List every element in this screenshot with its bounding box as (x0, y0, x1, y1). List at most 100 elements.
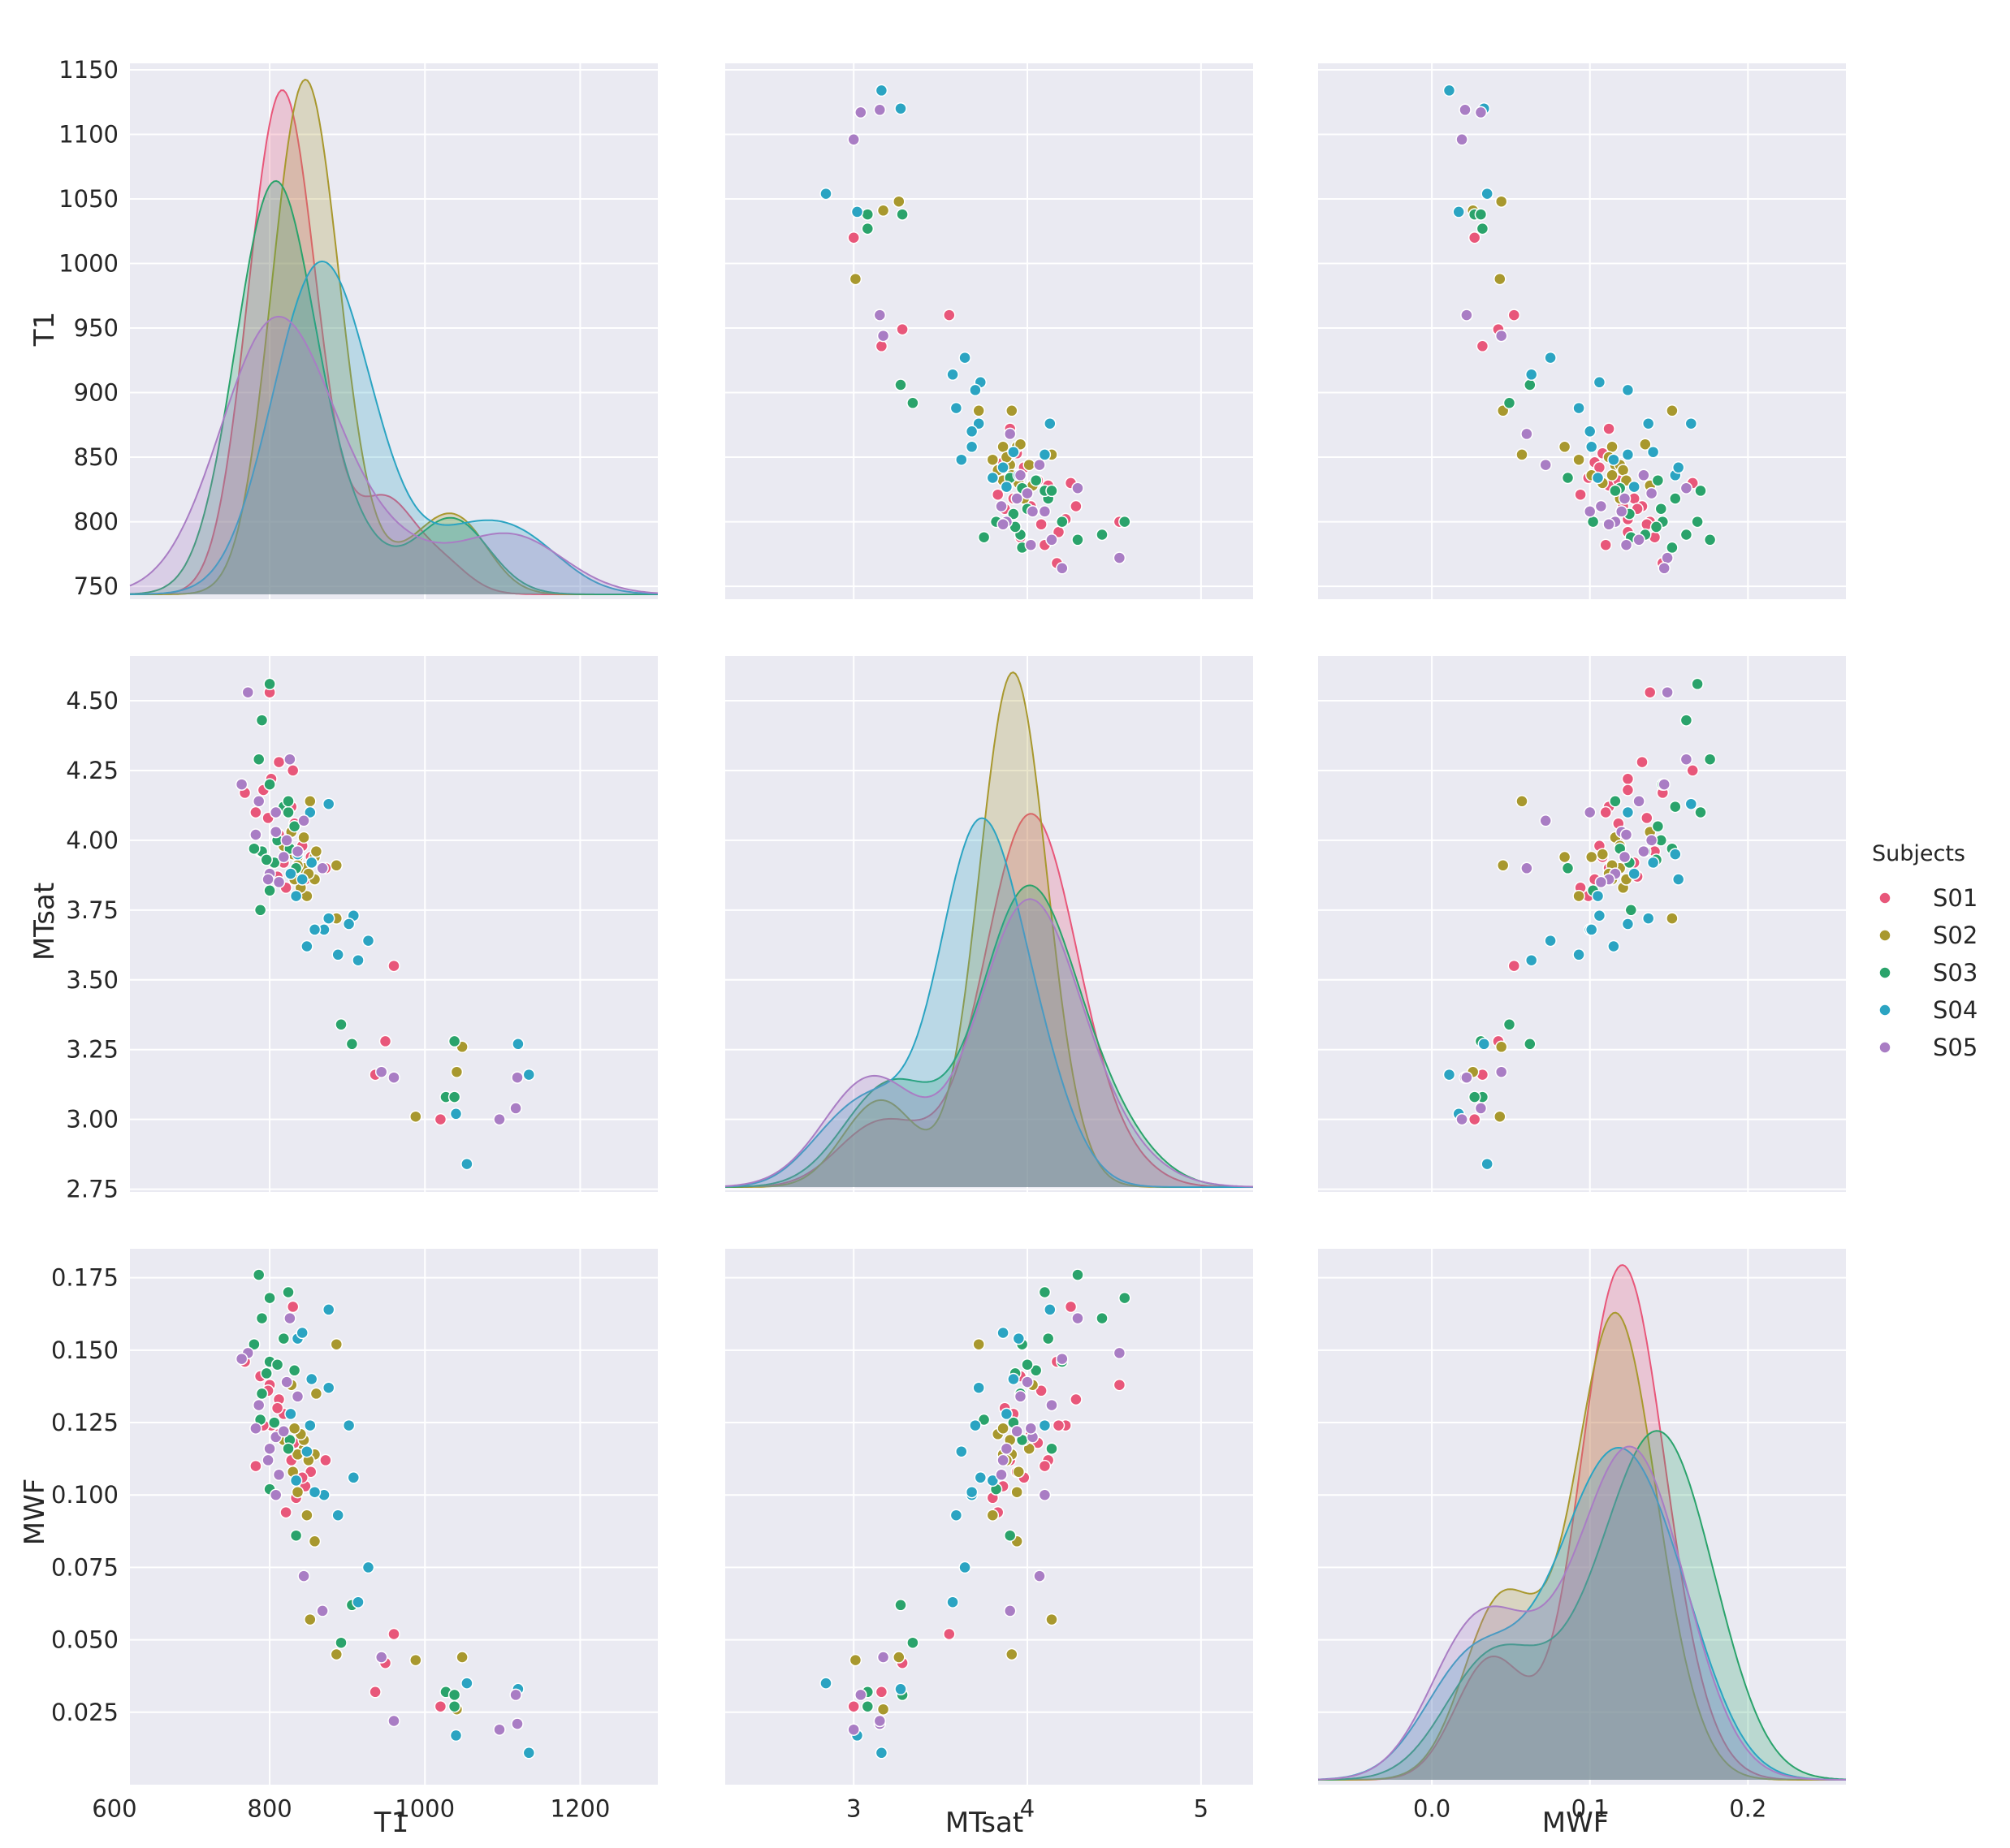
scatter-point-s04 (949, 1509, 963, 1522)
scatter-point-s03 (1524, 1038, 1537, 1051)
scatter-point-s05 (1038, 1488, 1052, 1501)
scatter-point-s05 (509, 1688, 522, 1702)
scatter-point-s04 (1044, 417, 1057, 430)
scatter-point-s03 (253, 904, 267, 917)
scatter-point-s01 (249, 1459, 262, 1473)
scatter-point-s05 (316, 1604, 329, 1617)
scatter-point-s04 (1442, 1068, 1456, 1082)
scatter-point-s01 (369, 1686, 382, 1699)
kde-fill-s03-mtsat (725, 885, 1253, 1187)
scatter-point-s01 (1070, 499, 1083, 513)
scatter-point-s05 (277, 850, 291, 864)
scatter-point-s05 (1021, 486, 1034, 500)
scatter-point-s05 (1003, 1604, 1017, 1617)
scatter-point-s03 (335, 1636, 348, 1649)
scatter-point-s05 (272, 1468, 286, 1482)
x-tick-label-t1: 800 (247, 1795, 292, 1823)
scatter-point-s05 (1026, 505, 1040, 518)
scatter-point-s02 (1558, 440, 1571, 454)
axis-labels: T1 MTsat MWF T1 MTsat MWF (19, 312, 1609, 1839)
legend-title: Subjects (1872, 841, 1965, 866)
scatter-point-s01 (1113, 1378, 1126, 1392)
kde-line-s01-mtsat (725, 813, 1253, 1188)
legend-marker-s04 (1878, 1004, 1891, 1017)
x-tick-label-mwf: 0.2 (1729, 1795, 1766, 1823)
scatter-point-s04 (1524, 953, 1538, 967)
scatter-point-s05 (252, 795, 266, 808)
scatter-point-s04 (460, 1157, 473, 1171)
scatter-point-s03 (1021, 1358, 1034, 1371)
scatter-point-s03 (896, 208, 909, 221)
scatter-point-s03 (345, 1038, 359, 1051)
scatter-point-s03 (255, 1311, 269, 1325)
scatter-point-s04 (1584, 440, 1598, 454)
scatter-point-s03 (282, 795, 295, 808)
scatter-point-s03 (287, 819, 301, 833)
scatter-point-s03 (894, 1599, 907, 1612)
scatter-point-s02 (986, 453, 1000, 466)
scatter-point-s03 (289, 1529, 303, 1542)
scatter-point-s05 (1024, 1422, 1038, 1435)
kde-line-s02-mwf (1318, 1311, 1846, 1781)
scatter-point-s04 (1646, 856, 1660, 870)
scatter-point-s04 (1044, 1303, 1057, 1316)
panel-mwf-vs-t1-background (130, 1249, 658, 1785)
y-axis-label-t1: T1 (28, 312, 61, 347)
scatter-point-s03 (1624, 904, 1638, 917)
scatter-point-s02 (996, 440, 1009, 454)
scatter-point-s02 (1012, 1465, 1026, 1479)
scatter-point-s04 (972, 1381, 985, 1394)
scatter-point-s05 (387, 1714, 400, 1728)
scatter-point-s04 (342, 918, 356, 930)
scatter-point-s03 (1561, 471, 1575, 485)
y-axis-label-mtsat: MTsat (28, 883, 61, 961)
scatter-point-s04 (965, 425, 979, 438)
y-tick-label-t1: 850 (74, 443, 119, 471)
scatter-point-s05 (387, 1071, 400, 1084)
scatter-point-s04 (1572, 948, 1585, 961)
scatter-point-s03 (287, 1364, 301, 1377)
scatter-point-s04 (1641, 417, 1655, 430)
scatter-point-s02 (409, 1653, 422, 1667)
scatter-point-s02 (308, 1535, 322, 1548)
scatter-point-s02 (456, 1651, 469, 1664)
scatter-point-s03 (282, 1285, 295, 1299)
scatter-point-s05 (1113, 551, 1126, 564)
legend-marker-s05 (1878, 1041, 1891, 1054)
scatter-point-s05 (1539, 814, 1552, 827)
scatter-point-s03 (1669, 492, 1682, 505)
scatter-point-s01 (270, 1401, 284, 1414)
scatter-point-s02 (309, 1387, 323, 1401)
scatter-point-s03 (1502, 1018, 1516, 1031)
scatter-point-s03 (1096, 528, 1109, 542)
y-tick-label-mtsat: 3.75 (66, 896, 119, 924)
scatter-point-s05 (1459, 103, 1472, 117)
scatter-point-s01 (387, 1627, 400, 1641)
scatter-point-s05 (269, 1488, 283, 1501)
kde-line-s01-mwf (1318, 1263, 1846, 1781)
scatter-point-s01 (875, 1686, 888, 1699)
scatter-point-s03 (335, 1018, 348, 1031)
y-tick-label-mtsat: 4.00 (66, 827, 119, 854)
scatter-point-s02 (1606, 440, 1619, 454)
scatter-point-s04 (284, 1407, 297, 1421)
scatter-point-s02 (1494, 1040, 1508, 1054)
scatter-point-s02 (1010, 1485, 1023, 1499)
scatter-point-s02 (1005, 1647, 1018, 1661)
scatter-point-s01 (387, 959, 400, 973)
scatter-point-s01 (1643, 685, 1657, 699)
scatter-point-s04 (289, 889, 303, 903)
scatter-point-s03 (1118, 515, 1131, 529)
kde-fill-s04-mtsat (725, 818, 1253, 1187)
scatter-point-s01 (272, 755, 286, 769)
scatter-point-s02 (893, 1651, 906, 1664)
scatter-point-s04 (875, 1747, 888, 1759)
scatter-point-s05 (1010, 1425, 1023, 1438)
scatter-point-s04 (522, 1747, 536, 1759)
scatter-point-s05 (995, 1468, 1008, 1482)
scatter-point-s05 (1520, 861, 1533, 875)
panel-t1-vs-mtsat-background (725, 63, 1253, 599)
scatter-point-s04 (1012, 1332, 1026, 1345)
scatter-point-s01 (1602, 422, 1615, 435)
scatter-point-s05 (1014, 1390, 1027, 1403)
